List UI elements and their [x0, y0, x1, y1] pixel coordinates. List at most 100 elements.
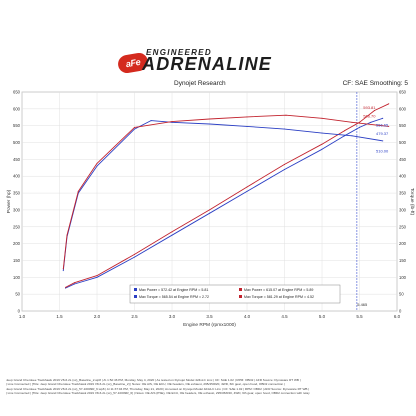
x-tick-label: 4.0 [244, 314, 251, 319]
y-tick-label: 400 [13, 174, 21, 179]
run-note-line: Jeep Grand Cherokee Trackhawk 2019 V8-6.… [6, 386, 310, 391]
legend-swatch [134, 288, 137, 291]
y-right-tick-label: 250 [399, 224, 407, 229]
y-tick-label: 0 [18, 309, 21, 314]
series-point [388, 103, 390, 105]
series-point [359, 126, 360, 128]
series-point [359, 121, 360, 123]
y-tick-label: 150 [13, 258, 21, 263]
legend-entry: Max Torque = 565.54 at Engine RPM = 2.72 [139, 295, 209, 299]
series-point [246, 125, 248, 127]
series-point [134, 256, 135, 258]
y-right-axis-label: Torque (lb-ft) [409, 188, 415, 216]
engineered-text: ENGINEERED [146, 48, 212, 57]
series-point [74, 282, 75, 284]
value-annotation: 556.65 [376, 122, 389, 127]
x-tick-label: 3.5 [206, 314, 213, 319]
series-point [171, 234, 173, 236]
legend-swatch [239, 295, 242, 298]
x-tick-label: 2.0 [94, 314, 101, 319]
y-tick-label: 350 [13, 191, 21, 196]
y-tick-label: 250 [13, 224, 21, 229]
series-point [374, 110, 375, 112]
series-point [171, 121, 173, 123]
x-tick-label: 5.5 [356, 314, 363, 319]
x-tick-label: 5.0 [319, 314, 326, 319]
y-right-tick-label: 300 [399, 207, 407, 212]
series-point [344, 130, 345, 132]
y-tick-label: 500 [13, 140, 21, 145]
value-annotation: 479.37 [376, 131, 389, 136]
adrenaline-brand: ADRENALINE [142, 54, 273, 74]
legend-entry: Max Power = 572.42 at Engine RPM = 5.81 [139, 288, 208, 292]
smoothing-label: CF: SAE Smoothing: 5 [342, 80, 408, 87]
y-right-tick-label: 200 [399, 241, 407, 246]
y-tick-label: 600 [13, 106, 21, 111]
series-point [96, 165, 98, 167]
y-right-tick-label: 400 [399, 174, 407, 179]
run-notes: Jeep Grand Cherokee Trackhawk 2019 V8-6.… [6, 378, 410, 395]
value-annotation: 510.00 [376, 149, 389, 154]
x-tick-label: 1.5 [56, 314, 63, 319]
y-right-tick-label: 150 [399, 258, 407, 263]
y-tick-label: 50 [15, 292, 20, 297]
series-point [96, 276, 98, 278]
y-tick-label: 550 [13, 123, 21, 128]
y-right-tick-label: 550 [399, 123, 407, 128]
y-axis-label: Power (hp) [6, 189, 12, 213]
series-point [246, 186, 248, 188]
series-point [96, 162, 98, 164]
y-right-tick-label: 100 [399, 275, 407, 280]
y-right-tick-label: 600 [399, 106, 407, 111]
series-point [321, 143, 323, 145]
series-point [74, 283, 75, 285]
series-point [77, 190, 79, 192]
y-right-tick-label: 50 [399, 292, 404, 297]
y-right-tick-label: 500 [399, 140, 407, 145]
header: aFe ENGINEERED ADRENALINE [0, 0, 416, 80]
legend-swatch [239, 288, 242, 291]
run-note-line: | Line Connected | [Title: Jeep Grand Ch… [6, 382, 285, 387]
y-tick-label: 450 [13, 157, 21, 162]
series-point [370, 121, 372, 123]
chart-title: Dynojet Research [174, 80, 226, 87]
series-point [284, 163, 285, 165]
series-point [382, 140, 384, 142]
series-point [134, 128, 135, 130]
series-point [209, 123, 210, 125]
torque-series-line [62, 114, 389, 269]
legend-entry: Max Torque = 581.29 at Engine RPM = 4.52 [244, 295, 314, 299]
legend-entry: Max Power = 615.07 at Engine RPM = 5.89 [244, 288, 313, 292]
series-point [134, 126, 135, 128]
series-point [388, 125, 390, 127]
x-tick-label: 6.0 [394, 314, 401, 319]
series-point [209, 118, 210, 120]
y-tick-label: 650 [13, 90, 21, 95]
series-point [321, 117, 323, 119]
legend-box [129, 284, 341, 304]
series-point [62, 268, 64, 270]
series-point [351, 121, 353, 123]
y-right-tick-label: 450 [399, 157, 407, 162]
series-point [134, 253, 135, 255]
series-point [246, 116, 248, 118]
series-point [209, 212, 210, 214]
y-tick-label: 200 [13, 241, 21, 246]
run-note-line: Jeep Grand Cherokee Trackhawk 2019 V8-6.… [6, 378, 301, 382]
x-tick-label: 1.0 [19, 314, 26, 319]
x-axis-label: Engine RPM (rpmx1000) [183, 322, 236, 328]
y-right-tick-label: 350 [399, 191, 407, 196]
series-point [284, 128, 285, 130]
series-point [246, 190, 248, 192]
series-point [321, 132, 323, 134]
series-point [150, 120, 152, 122]
series-point [284, 168, 285, 170]
series-point [321, 148, 323, 150]
legend-swatch [134, 295, 137, 298]
x-tick-label: 4.5 [281, 314, 288, 319]
series-point [62, 270, 64, 272]
y-right-tick-label: 650 [399, 90, 407, 95]
x-tick-label: 2.5 [131, 314, 138, 319]
run-note-line: | Line Connected | [Title: Jeep Grand Ch… [6, 390, 310, 395]
